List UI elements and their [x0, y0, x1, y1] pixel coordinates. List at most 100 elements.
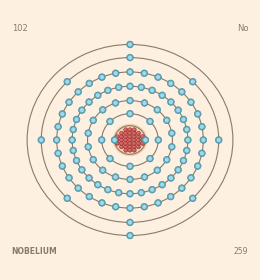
Circle shape — [112, 204, 119, 210]
Circle shape — [115, 84, 122, 91]
Circle shape — [88, 177, 90, 179]
Circle shape — [136, 141, 140, 145]
Circle shape — [142, 137, 149, 143]
Circle shape — [179, 88, 185, 95]
Circle shape — [120, 135, 124, 139]
Circle shape — [154, 167, 161, 174]
Circle shape — [107, 89, 109, 92]
Circle shape — [136, 131, 140, 135]
Circle shape — [55, 150, 61, 157]
Circle shape — [120, 138, 124, 142]
Circle shape — [129, 234, 131, 237]
Circle shape — [141, 142, 143, 144]
Circle shape — [127, 69, 133, 75]
Circle shape — [129, 112, 131, 115]
Circle shape — [196, 165, 199, 167]
Circle shape — [185, 149, 188, 152]
Circle shape — [155, 200, 161, 206]
Circle shape — [125, 132, 126, 134]
Circle shape — [96, 183, 99, 186]
Circle shape — [132, 141, 136, 145]
Circle shape — [171, 146, 173, 148]
Circle shape — [68, 101, 70, 104]
Circle shape — [94, 181, 101, 188]
Circle shape — [75, 159, 78, 162]
Circle shape — [133, 142, 134, 144]
Circle shape — [129, 165, 131, 168]
Circle shape — [124, 128, 128, 132]
Circle shape — [175, 107, 181, 113]
Circle shape — [156, 169, 159, 172]
Circle shape — [101, 202, 103, 204]
Circle shape — [170, 101, 172, 103]
Circle shape — [202, 139, 205, 141]
Circle shape — [85, 143, 92, 150]
Circle shape — [129, 129, 130, 130]
Circle shape — [194, 163, 201, 169]
Circle shape — [112, 174, 119, 180]
Circle shape — [168, 130, 175, 137]
Circle shape — [154, 106, 161, 113]
Circle shape — [149, 120, 151, 123]
Circle shape — [199, 123, 205, 130]
Circle shape — [141, 174, 148, 180]
Circle shape — [159, 92, 166, 99]
Circle shape — [61, 165, 64, 167]
Circle shape — [188, 99, 194, 106]
Circle shape — [99, 167, 106, 174]
Circle shape — [170, 82, 172, 85]
Circle shape — [66, 80, 69, 83]
Circle shape — [144, 139, 147, 141]
Circle shape — [55, 123, 61, 130]
Circle shape — [147, 118, 153, 125]
Circle shape — [66, 174, 72, 181]
Circle shape — [70, 147, 77, 154]
Circle shape — [133, 139, 134, 140]
Circle shape — [86, 193, 93, 200]
Circle shape — [115, 135, 119, 139]
Circle shape — [87, 146, 89, 148]
Circle shape — [136, 145, 140, 149]
Circle shape — [115, 189, 122, 196]
Circle shape — [72, 149, 75, 152]
Circle shape — [217, 139, 220, 141]
Circle shape — [168, 175, 174, 181]
Circle shape — [88, 82, 90, 85]
Circle shape — [137, 132, 139, 134]
Circle shape — [141, 136, 143, 137]
Circle shape — [189, 78, 196, 85]
Circle shape — [136, 135, 140, 139]
Text: No: No — [237, 24, 248, 33]
Circle shape — [127, 176, 133, 183]
Circle shape — [127, 97, 133, 104]
Circle shape — [59, 163, 66, 169]
Circle shape — [128, 128, 132, 132]
Circle shape — [120, 132, 122, 134]
Circle shape — [129, 192, 131, 195]
Circle shape — [68, 176, 70, 179]
Circle shape — [127, 54, 133, 61]
Circle shape — [133, 136, 134, 137]
Circle shape — [141, 100, 148, 106]
Circle shape — [155, 137, 162, 143]
Circle shape — [59, 111, 66, 117]
Circle shape — [127, 219, 133, 226]
Circle shape — [189, 195, 196, 202]
Circle shape — [128, 148, 132, 152]
Circle shape — [117, 191, 120, 194]
Circle shape — [141, 138, 145, 142]
Circle shape — [164, 117, 170, 124]
Text: 259: 259 — [234, 247, 248, 256]
Circle shape — [182, 159, 185, 162]
Circle shape — [128, 145, 132, 149]
Circle shape — [183, 147, 190, 154]
Circle shape — [124, 138, 128, 142]
Circle shape — [96, 94, 99, 97]
Circle shape — [194, 111, 201, 117]
Circle shape — [124, 131, 128, 135]
Circle shape — [129, 71, 131, 73]
Circle shape — [94, 92, 101, 99]
Circle shape — [90, 117, 96, 124]
Circle shape — [64, 78, 71, 85]
Circle shape — [120, 131, 124, 135]
